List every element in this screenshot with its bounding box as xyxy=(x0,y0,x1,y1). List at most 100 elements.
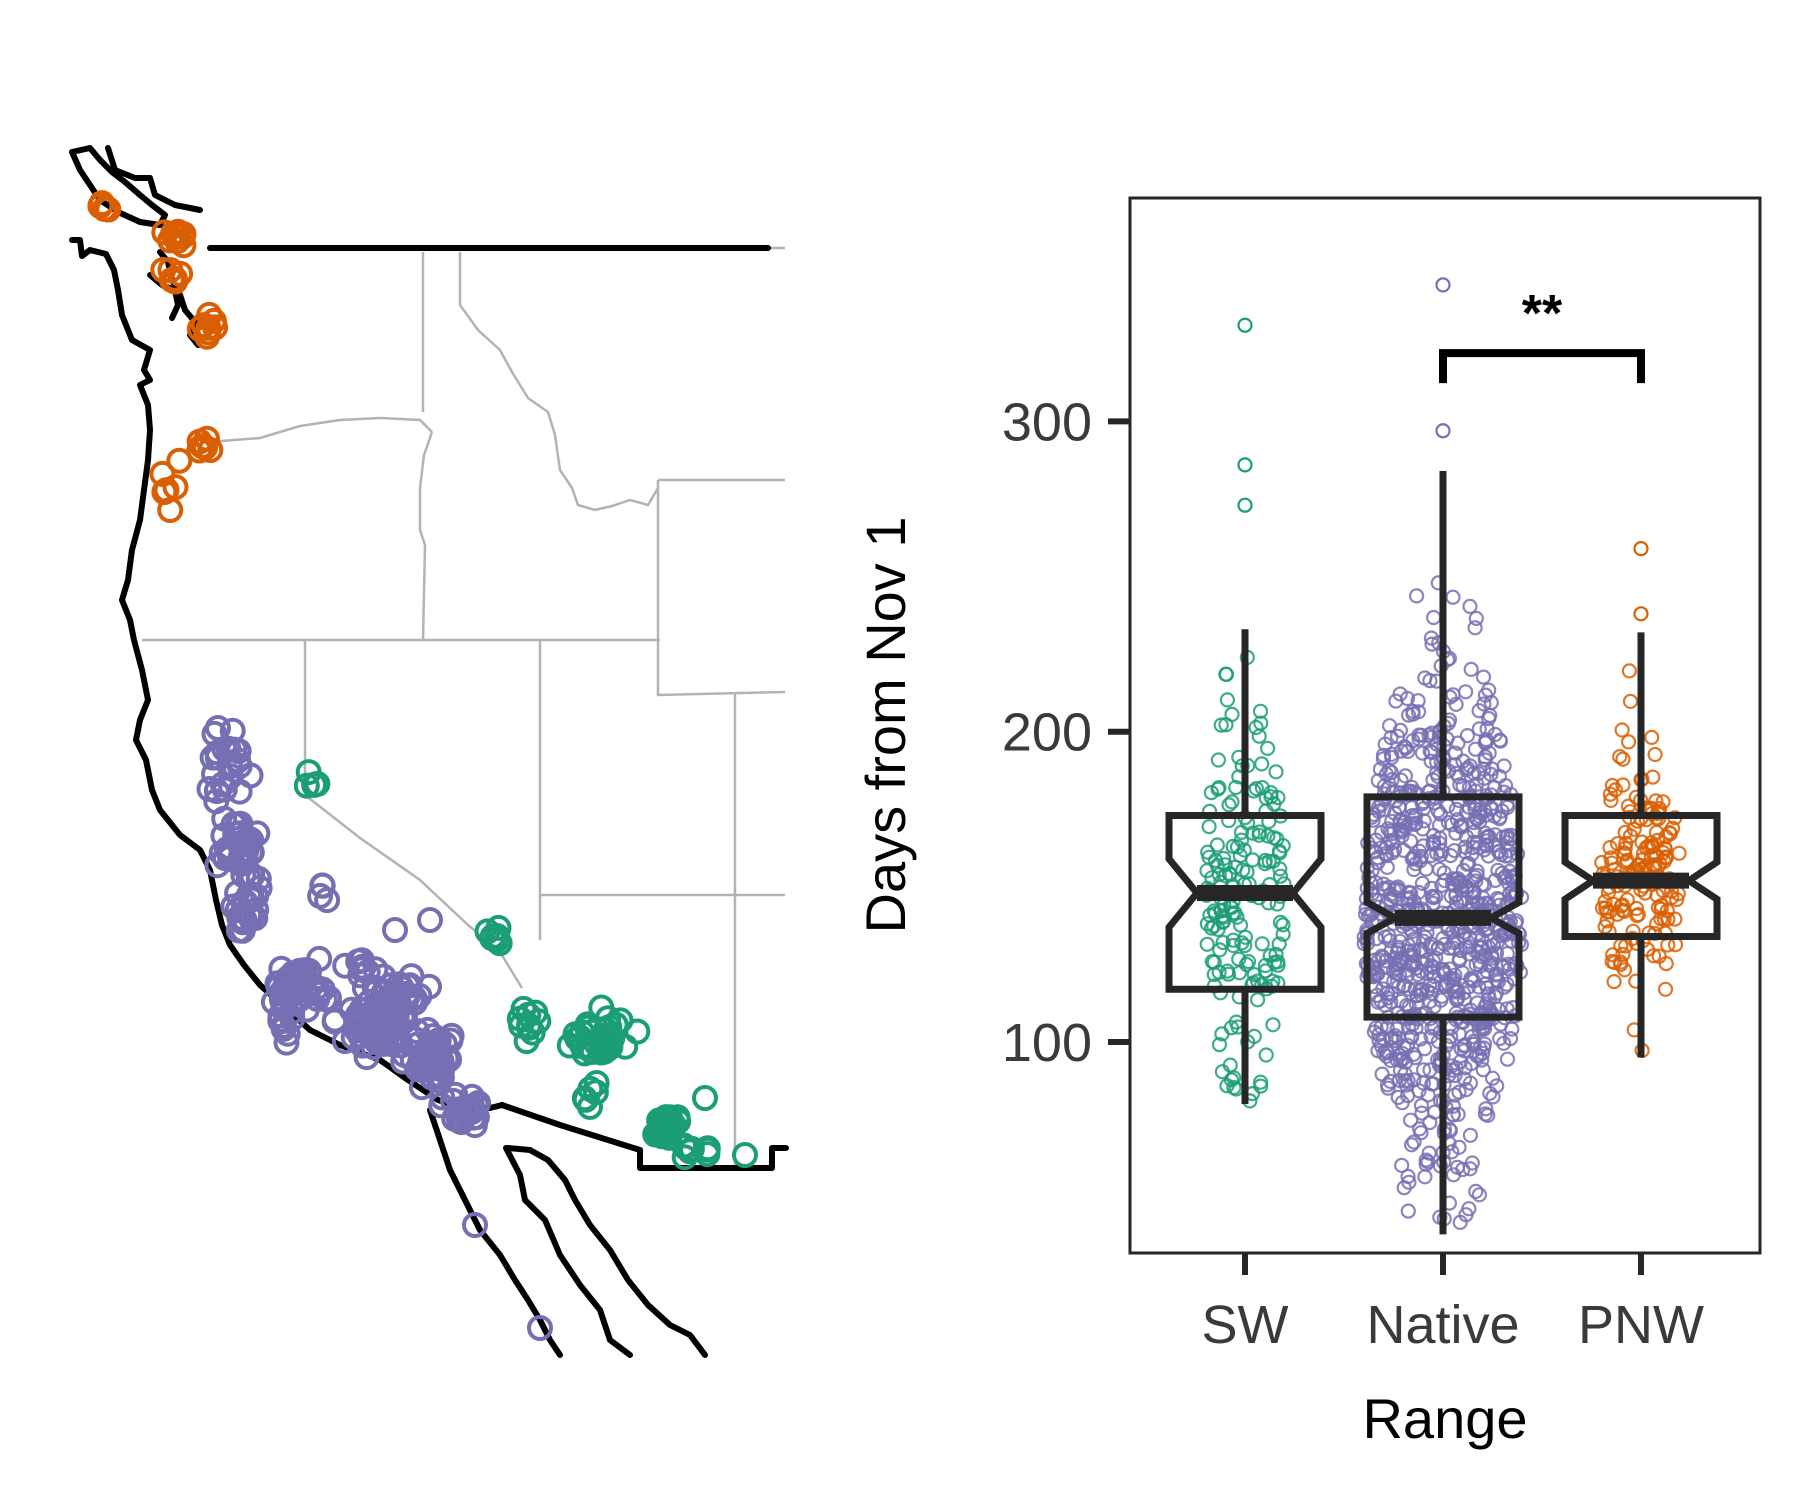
jitter-point-native xyxy=(1476,968,1492,984)
jitter-point-pnw xyxy=(1645,948,1662,964)
jitter-point-sw xyxy=(1229,839,1246,855)
x-axis-title: Range xyxy=(1362,1387,1527,1450)
map-point-native xyxy=(244,820,271,847)
jitter-point-native xyxy=(1424,1020,1440,1036)
boxes xyxy=(1165,471,1721,1235)
jitter-point-sw xyxy=(1258,1047,1274,1063)
jitter-point-native xyxy=(1400,743,1416,760)
jitter-point-sw xyxy=(1226,1079,1242,1096)
map-point-sw xyxy=(295,759,322,786)
jitter-point-native xyxy=(1383,892,1399,908)
jitter-point-native xyxy=(1414,745,1431,761)
jitter-point-native xyxy=(1497,777,1514,794)
jitter-point-native xyxy=(1410,884,1427,901)
jitter-point-native xyxy=(1458,762,1474,778)
map-point-sw xyxy=(293,772,320,799)
jitter-point-native xyxy=(1446,976,1462,992)
map-point-native xyxy=(226,904,253,931)
jitter-point-pnw xyxy=(1638,839,1654,856)
jitter-point-native xyxy=(1475,1062,1491,1078)
x-tick-label: PNW xyxy=(1578,1295,1704,1355)
jitter-point-native xyxy=(1405,957,1422,973)
jitter-point-native xyxy=(1411,843,1428,859)
jitter-point-native xyxy=(1459,727,1476,744)
jitter-point-pnw xyxy=(1599,913,1615,929)
baja-west-coast xyxy=(427,1107,563,1358)
jitter-point-native xyxy=(1498,829,1515,845)
boxplot-chart: 100 200 300 SW Native PNW ** Days from Nov 1… xyxy=(854,196,1762,1450)
jitter-point-sw xyxy=(1219,692,1236,708)
jitter-point-native xyxy=(1445,589,1461,605)
jitter-point-sw xyxy=(1221,797,1237,813)
jitter-point-native xyxy=(1380,990,1396,1006)
jitter-point-native xyxy=(1376,1045,1392,1061)
jitter-point-sw xyxy=(1266,830,1282,846)
jitter-point-pnw xyxy=(1594,854,1610,871)
jitter-point-native xyxy=(1424,1076,1440,1092)
jitter-point-native xyxy=(1448,696,1464,713)
jitter-point-native xyxy=(1381,718,1398,734)
jitter-point-sw xyxy=(1199,916,1216,932)
jitter-point-native xyxy=(1400,1019,1417,1035)
jitter-point-native xyxy=(1416,1041,1433,1057)
jitter-point-sw xyxy=(1220,966,1237,982)
jitter-point-sw xyxy=(1236,842,1252,858)
jitter-point-native xyxy=(1390,1089,1406,1106)
jitter-point-native xyxy=(1499,976,1515,992)
jitter-point-pnw xyxy=(1629,907,1645,924)
jitter-point-native xyxy=(1422,743,1438,759)
jitter-point-native xyxy=(1382,1073,1399,1090)
jitter-point-sw xyxy=(1251,728,1267,744)
jitter-point-pnw xyxy=(1606,973,1622,990)
outlier-point-sw xyxy=(1237,497,1253,513)
jitter-point-native xyxy=(1370,994,1386,1010)
box-native xyxy=(1363,793,1523,1021)
jitter-point-native xyxy=(1406,1134,1422,1150)
jitter-point-native xyxy=(1440,975,1456,992)
jitter-point-sw xyxy=(1272,868,1289,884)
jitter-point-sw xyxy=(1232,917,1249,933)
jitter-point-native xyxy=(1469,995,1485,1011)
mexico-border xyxy=(499,1102,789,1171)
jitter-point-pnw xyxy=(1667,937,1684,953)
jitter-point-sw xyxy=(1225,937,1241,954)
jitter-point-native xyxy=(1485,1089,1501,1105)
map-point-native xyxy=(354,959,381,986)
jitter-point-native xyxy=(1469,894,1485,911)
jitter-point-pnw xyxy=(1612,748,1628,765)
map-point-native xyxy=(314,887,341,914)
jitter-point-native xyxy=(1479,721,1495,737)
jitter-point-pnw xyxy=(1615,777,1631,793)
jitter-point-sw xyxy=(1268,946,1284,963)
map-point-pnw xyxy=(149,460,176,487)
significance-bracket-line xyxy=(1439,349,1645,384)
jitter-point-native xyxy=(1452,1214,1468,1231)
jitter-point-native xyxy=(1471,1187,1488,1203)
jitter-point-sw xyxy=(1275,917,1291,933)
jitter-point-native xyxy=(1450,735,1466,751)
jitter-point-native xyxy=(1391,799,1407,815)
jitter-point-native xyxy=(1472,940,1489,956)
jitter-point-sw xyxy=(1268,764,1284,780)
jitter-point-pnw xyxy=(1613,956,1629,973)
jitter-point-native xyxy=(1476,1021,1493,1037)
map-point-native xyxy=(387,1032,414,1059)
jitter-point-native xyxy=(1412,853,1428,869)
map-point-native xyxy=(219,717,246,744)
jitter-point-pnw xyxy=(1617,824,1633,841)
jitter-point-sw xyxy=(1249,992,1266,1008)
jitter-point-native xyxy=(1419,924,1435,941)
jitter-point-pnw xyxy=(1620,734,1637,750)
jitter-point-sw xyxy=(1271,936,1287,952)
map-point-native xyxy=(382,917,408,943)
jitter-point-native xyxy=(1476,761,1492,777)
jitter-point-native xyxy=(1370,803,1387,819)
jitter-point-native xyxy=(1462,1127,1479,1143)
jitter-point-native xyxy=(1490,844,1507,860)
jitter-point-pnw xyxy=(1657,981,1674,997)
jitter-point-pnw xyxy=(1626,821,1642,837)
map-point-pnw xyxy=(194,323,221,350)
or-id-border xyxy=(418,431,434,641)
jitter-point-native xyxy=(1394,1157,1410,1174)
map-point-native xyxy=(371,1030,397,1057)
